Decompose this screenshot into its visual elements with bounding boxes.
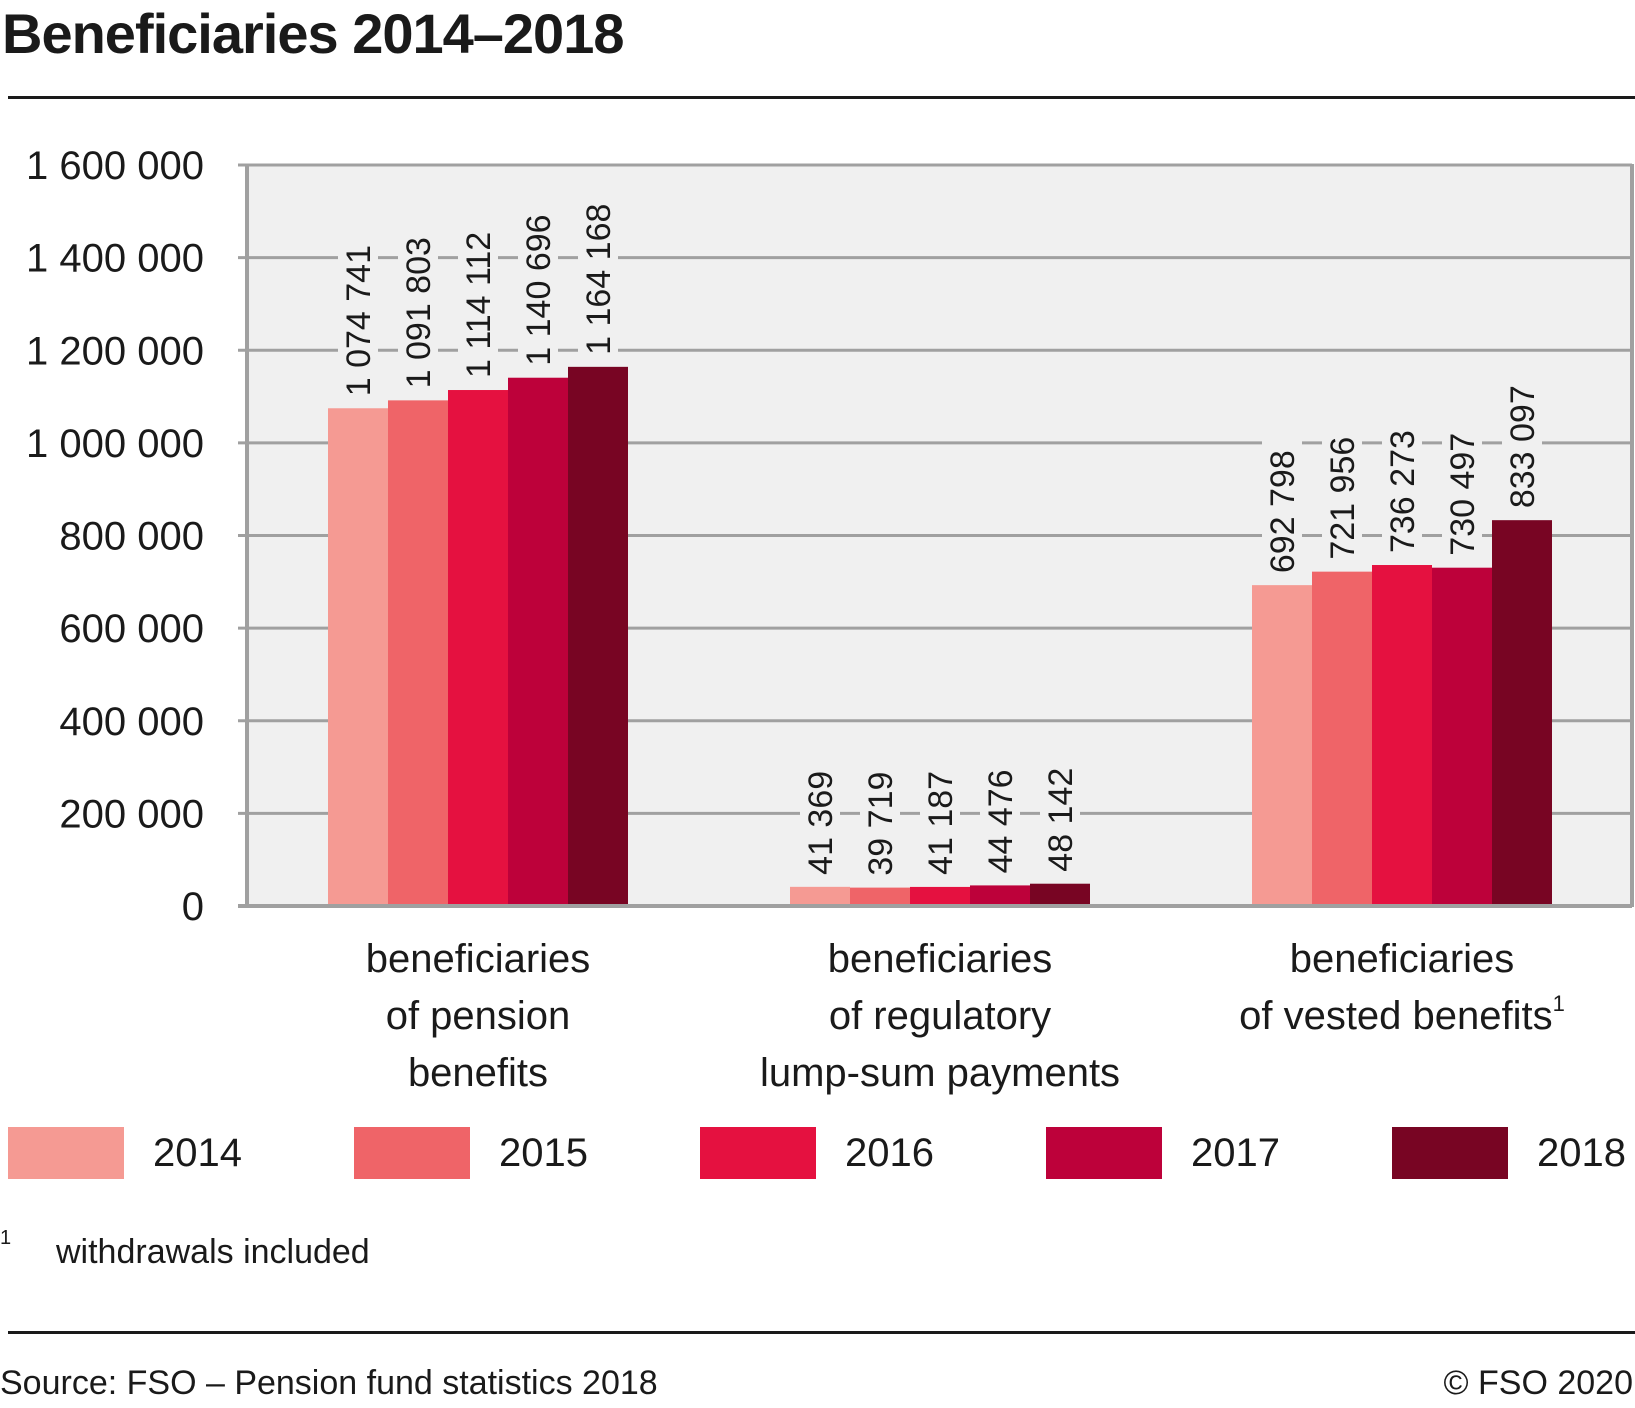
bar-2015-2 <box>1312 571 1372 906</box>
data-label: 48 142 <box>1042 768 1080 872</box>
y-tick-label: 1 600 000 <box>26 144 204 188</box>
data-label: 1 074 741 <box>340 245 378 396</box>
bar-2017-0 <box>508 377 568 906</box>
data-label: 44 476 <box>982 769 1020 873</box>
data-label: 721 956 <box>1324 437 1362 560</box>
data-label-background <box>1502 371 1542 515</box>
data-label-background <box>980 756 1020 880</box>
y-tick-label: 1 200 000 <box>26 329 204 373</box>
y-tick-label: 1 400 000 <box>26 237 204 281</box>
data-label-background <box>800 757 840 881</box>
legend-label: 2016 <box>845 1131 934 1175</box>
legend-swatch <box>1392 1127 1508 1179</box>
legend-label: 2015 <box>499 1131 588 1175</box>
y-tick-label: 0 <box>182 885 204 929</box>
category-label: beneficiaries <box>1290 937 1515 981</box>
legend-label: 2017 <box>1191 1131 1280 1175</box>
bar-2018-2 <box>1492 520 1552 906</box>
legend-swatch <box>1046 1127 1162 1179</box>
data-label-background <box>578 179 618 361</box>
category-label: lump-sum payments <box>760 1051 1120 1095</box>
y-tick-label: 800 000 <box>59 515 204 559</box>
category-label: benefits <box>408 1051 548 1095</box>
category-label: beneficiaries <box>828 937 1053 981</box>
data-label-background <box>860 758 900 882</box>
data-label-background <box>1040 754 1080 878</box>
data-label: 41 369 <box>802 771 840 875</box>
data-label: 692 798 <box>1264 450 1302 573</box>
y-tick-label: 1 000 000 <box>26 422 204 466</box>
category-label: of regulatory <box>829 994 1051 1038</box>
bar-2014-1 <box>790 886 850 906</box>
bar-2017-2 <box>1432 567 1492 906</box>
bar-2016-2 <box>1372 565 1432 906</box>
data-label: 1 164 168 <box>580 204 618 355</box>
data-label-background <box>458 202 498 385</box>
category-label: of vested benefits1 <box>1239 991 1565 1038</box>
data-label-background <box>1442 419 1482 562</box>
data-label: 1 091 803 <box>400 237 438 388</box>
data-label-background <box>920 757 960 881</box>
bar-2017-1 <box>970 885 1030 906</box>
copyright-note: © FSO 2020 <box>1443 1364 1633 1402</box>
source-note: Source: FSO – Pension fund statistics 20… <box>0 1364 658 1402</box>
category-label: of pension <box>386 994 571 1038</box>
y-tick-label: 200 000 <box>59 792 204 836</box>
data-label-background <box>338 220 378 403</box>
data-label-background <box>1382 416 1422 560</box>
bar-2018-0 <box>568 366 628 906</box>
bar-2016-0 <box>448 390 508 907</box>
data-label: 730 497 <box>1444 433 1482 556</box>
data-label: 1 140 696 <box>520 214 558 365</box>
footnote-mark: 1 <box>0 1227 12 1249</box>
bar-chart: 0 200 000 400 000 600 000 800 000 1 000 000 1 … <box>26 144 1634 1095</box>
y-tick-label: 400 000 <box>59 700 204 744</box>
data-label-background <box>1262 436 1302 580</box>
legend-label: 2014 <box>153 1131 242 1175</box>
bar-2015-1 <box>850 887 910 906</box>
category-label: beneficiaries <box>366 937 591 981</box>
data-label-background <box>1322 423 1362 566</box>
bar-2018-1 <box>1030 883 1090 906</box>
data-label: 736 273 <box>1384 430 1422 553</box>
legend-swatch <box>354 1127 470 1179</box>
legend: 2014 2015 2016 2017 2018 <box>0 1127 1635 1179</box>
data-label: 833 097 <box>1504 385 1542 508</box>
category-footnote-mark: 1 <box>1553 991 1565 1016</box>
data-label: 39 719 <box>862 772 900 876</box>
bar-2014-0 <box>328 408 388 906</box>
data-label-background <box>518 190 558 372</box>
bottom-divider <box>8 1331 1635 1334</box>
legend-swatch <box>700 1127 816 1179</box>
bar-2014-2 <box>1252 585 1312 906</box>
chart-title: Beneficiaries 2014–2018 <box>2 2 624 65</box>
legend-swatch <box>8 1127 124 1179</box>
data-label: 1 114 112 <box>460 232 498 378</box>
top-divider <box>8 96 1635 99</box>
legend-label: 2018 <box>1537 1131 1626 1175</box>
data-label: 41 187 <box>922 771 960 875</box>
bar-2015-0 <box>388 400 448 906</box>
bar-2016-1 <box>910 886 970 906</box>
data-label-background <box>398 212 438 395</box>
footnote-text: withdrawals included <box>56 1233 370 1271</box>
y-tick-label: 600 000 <box>59 607 204 651</box>
